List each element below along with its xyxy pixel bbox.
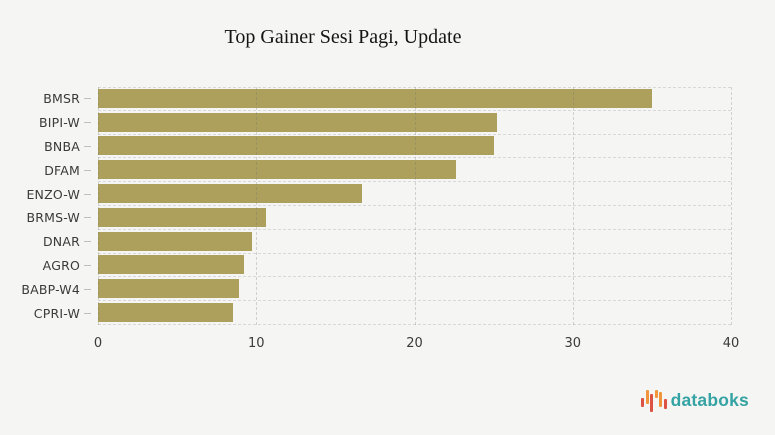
bar-bnba [98,136,494,156]
bar-row: BMSR [0,87,731,111]
bar-track [98,182,731,206]
y-tick-mark [84,264,91,266]
bar-bmsr [98,89,652,109]
bar-dfam [98,160,456,180]
y-tick-mark [84,145,91,147]
y-axis-label: BRMS-W [26,210,80,226]
databoks-logo: databoks [641,387,749,413]
x-axis-tick-labels: 0 10 20 30 40 [94,336,739,354]
bar-track [98,230,731,254]
bar-cpri-w [98,303,233,323]
bar-row: BNBA [0,135,731,159]
bar-track [98,135,731,159]
bar-row: CPRI-W [0,301,731,325]
x-tick-label: 10 [247,336,265,351]
y-axis-label: DNAR [42,234,80,250]
bar-agro [98,255,244,275]
bar-enzo-w [98,184,363,204]
bar-track [98,111,731,135]
y-axis-label: BMSR [43,91,80,107]
y-tick-mark [84,288,91,290]
bar-dnar [98,231,252,251]
bar-track [98,206,731,230]
y-tick-mark [84,193,91,195]
bar-rows: BMSR BIPI-W BNBA DFAM ENZO-W BRMS-W DNAR AGRO BA… [0,87,731,325]
x-tick-label: 30 [564,336,582,351]
y-axis-label: AGRO [42,257,80,273]
y-axis-label: BNBA [44,138,80,154]
gridline [731,87,732,325]
y-axis-label: BIPI-W [38,115,80,131]
y-axis-label: BABP-W4 [21,281,80,297]
bar-row: DNAR [0,230,731,254]
y-tick-mark [84,217,91,219]
chart-title: Top Gainer Sesi Pagi, Update [224,26,462,48]
bar-row: BRMS-W [0,206,731,230]
bar-track [98,301,731,325]
x-tick-label: 20 [406,336,423,351]
x-tick-label: 40 [722,336,740,351]
bar-track [98,87,731,111]
y-tick-mark [84,122,91,124]
bar-babp-w4 [98,279,239,299]
logo-text: databoks [670,389,749,410]
y-axis-label: ENZO-W [26,186,80,202]
bar-track [98,254,731,278]
y-tick-mark [84,98,91,100]
bar-brms-w [98,207,266,227]
bar-chart-icon [641,387,667,413]
y-axis-label: DFAM [44,162,80,178]
bar-track [98,277,731,302]
bar-row: BIPI-W [0,111,731,135]
y-axis-label: CPRI-W [33,305,80,321]
bar-row: ENZO-W [0,182,731,206]
y-tick-mark [84,312,91,314]
bar-row: DFAM [0,158,731,183]
x-tick-label: 0 [93,336,103,351]
bar-row: BABP-W4 [0,277,731,302]
y-tick-mark [84,241,91,243]
bar-bipi-w [98,112,497,132]
y-tick-mark [84,169,91,171]
bar-track [98,158,731,183]
bar-row: AGRO [0,254,731,278]
